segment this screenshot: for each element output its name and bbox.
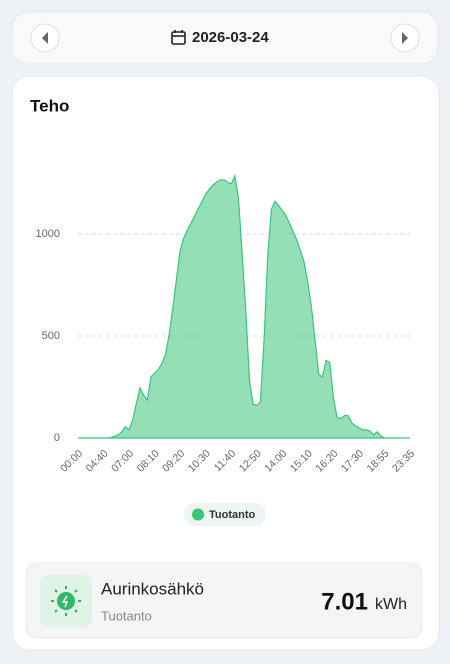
next-icon [402, 32, 408, 44]
source-subtitle: Tuotanto [101, 608, 152, 623]
area [78, 173, 410, 439]
chart-title: Teho [30, 96, 69, 115]
source-name: Aurinkosähkö [101, 579, 204, 598]
date-bar [11, 11, 439, 65]
energy-unit: kWh [375, 596, 407, 613]
prev-icon [42, 32, 48, 44]
date[interactable]: 2026-03-24 [192, 29, 269, 46]
sun-icon [51, 586, 81, 616]
legend-swatch [192, 508, 204, 521]
legend-label: Tuotanto [209, 509, 256, 521]
calendar-icon [171, 30, 186, 45]
y-tick-label: 1000 [36, 228, 60, 240]
y-tick-label: 500 [42, 330, 60, 342]
energy-value: 7.01 [321, 588, 368, 615]
legend-pill [184, 503, 266, 526]
summary-card [25, 562, 423, 639]
y-tick-label: 0 [54, 432, 60, 444]
